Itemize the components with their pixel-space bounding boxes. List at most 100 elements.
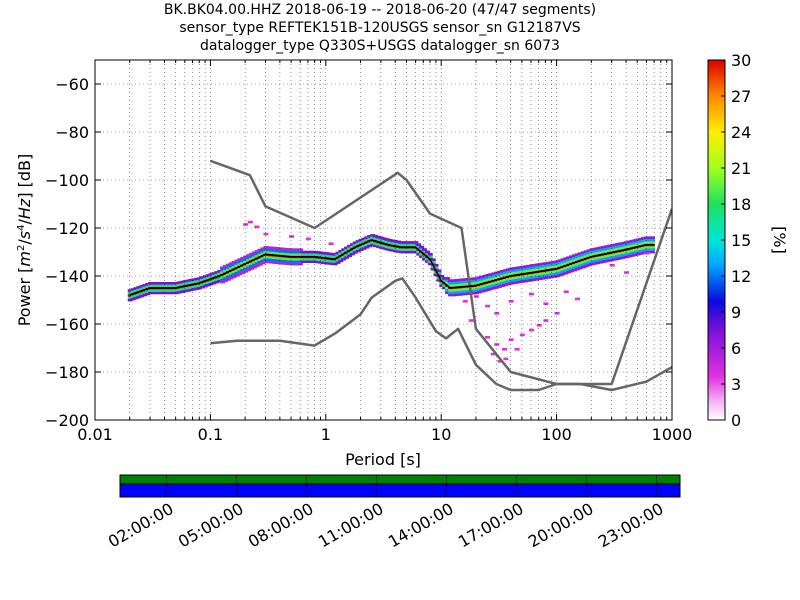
heatmap-cell (447, 281, 453, 285)
heatmap-cell (341, 248, 347, 251)
heatmap-cell (271, 251, 277, 255)
heatmap-cell (615, 247, 621, 251)
heatmap-cell (289, 262, 295, 266)
heatmap-cell (269, 260, 275, 264)
heatmap-cell (439, 277, 445, 280)
heatmap-cell (534, 273, 540, 276)
heatmap-cell (445, 281, 451, 285)
heatmap-cell (295, 253, 301, 256)
heatmap-cell (358, 246, 364, 249)
heatmap-cell (505, 273, 511, 276)
heatmap-cell (381, 244, 387, 248)
heatmap-cell (641, 237, 647, 240)
heatmap-cell (211, 281, 217, 285)
heatmap-cell (580, 253, 586, 257)
heatmap-cell (609, 249, 615, 252)
heatmap-cell (344, 249, 350, 252)
heatmap-cell (623, 253, 629, 256)
heatmap-cell (502, 278, 508, 282)
heatmap-cell (644, 246, 650, 249)
heatmap-cell (427, 260, 433, 263)
heatmap-cell (139, 287, 145, 291)
heatmap-cell (612, 248, 618, 252)
heatmap-cell (485, 336, 491, 339)
heatmap-cell (424, 253, 430, 256)
heatmap-cell (482, 277, 488, 280)
heatmap-cell (217, 272, 223, 276)
heatmap-cell (577, 261, 583, 265)
heatmap-cell (338, 252, 344, 256)
heatmap-cell (225, 268, 231, 272)
heatmap-cell (641, 246, 647, 250)
heatmap-cell (234, 274, 240, 277)
heatmap-cell (196, 277, 202, 280)
y-tick-label: −120 (45, 219, 89, 238)
heatmap-cell (214, 271, 220, 274)
heatmap-cell (254, 264, 260, 268)
heatmap-cell (649, 250, 655, 254)
heatmap-cell (543, 319, 549, 322)
heatmap-cell (621, 244, 627, 247)
heatmap-cell (592, 252, 598, 256)
heatmap-cell (297, 248, 303, 251)
heatmap-cell (618, 247, 624, 250)
heatmap-cell (442, 286, 448, 290)
heatmap-cell (355, 240, 361, 243)
heatmap-cell (384, 238, 390, 241)
heatmap-cell (263, 248, 269, 252)
heatmap-cell (499, 272, 505, 276)
heatmap-cell (185, 282, 191, 285)
heatmap-cell (618, 252, 624, 255)
heatmap-cell (632, 241, 638, 245)
heatmap-cell (234, 259, 240, 263)
heatmap-cell (332, 255, 338, 259)
heatmap-cell (283, 257, 289, 261)
heatmap-cell (277, 252, 283, 255)
heatmap-cell (410, 248, 416, 251)
heatmap-cell (485, 276, 491, 280)
colorbar-tick-label: 9 (731, 303, 741, 322)
y-axis-label: Power [m2/s4/Hz] [dB] (15, 154, 34, 327)
heatmap-cell (554, 274, 560, 278)
heatmap-cell (300, 253, 306, 256)
heatmap-cell (156, 282, 162, 285)
heatmap-cell (372, 234, 378, 238)
heatmap-cell (525, 264, 531, 268)
heatmap-cell (410, 250, 416, 254)
heatmap-cell (329, 260, 335, 263)
heatmap-cell (280, 257, 286, 260)
heatmap-cell (378, 238, 384, 242)
heatmap-cell (220, 276, 226, 279)
heatmap-cell (647, 241, 653, 244)
heatmap-cell (182, 282, 188, 286)
heatmap-cell (494, 276, 500, 280)
heatmap-cell (292, 250, 298, 254)
heatmap-cell (615, 243, 621, 246)
heatmap-cell (638, 249, 644, 253)
heatmap-cell (638, 252, 644, 255)
heatmap-cell (257, 263, 263, 266)
heatmap-cell (372, 242, 378, 245)
heatmap-cell (286, 250, 292, 254)
x-axis-label: Period [s] (345, 450, 421, 469)
heatmap-cell (280, 259, 286, 263)
title-line-1: BK.BK04.00.HHZ 2018-06-19 -- 2018-06-20 … (163, 2, 597, 18)
heatmap-cell (445, 277, 451, 280)
heatmap-cell (566, 265, 572, 269)
heatmap-cell (499, 270, 505, 273)
heatmap-cell (554, 272, 560, 275)
heatmap-cell (136, 293, 142, 296)
heatmap-cell (615, 252, 621, 256)
heatmap-cell (352, 243, 358, 247)
heatmap-cell (597, 251, 603, 255)
heatmap-cell (537, 263, 543, 266)
heatmap-cell (326, 254, 332, 258)
heatmap-cell (168, 284, 174, 287)
heatmap-cell (171, 284, 177, 287)
heatmap-cell (632, 251, 638, 254)
heatmap-cell (433, 266, 439, 269)
heatmap-cell (147, 284, 153, 288)
heatmap-cell (136, 286, 142, 289)
heatmap-cell (401, 243, 407, 247)
